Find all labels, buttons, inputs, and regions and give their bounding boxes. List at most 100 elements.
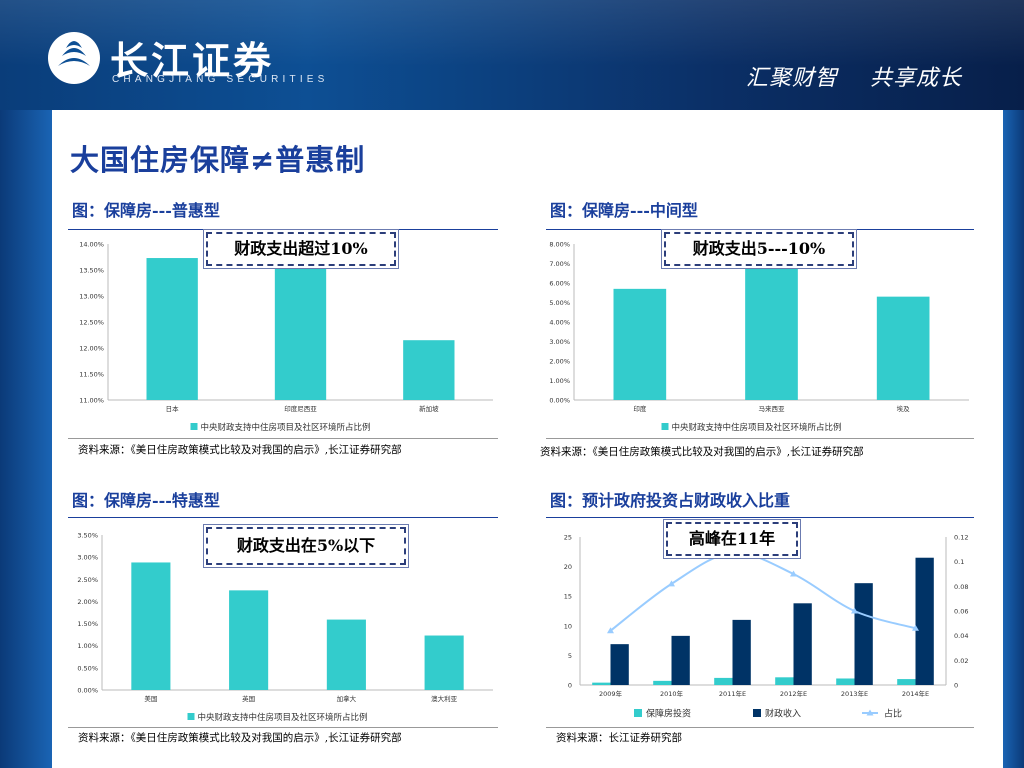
ratio-point [851, 607, 858, 614]
source-note: 资料来源：《美日住房政策模式比较及对我国的启示》,长江证券研究部 [78, 444, 402, 456]
source-note: 资料来源：《美日住房政策模式比较及对我国的启示》,长江证券研究部 [540, 446, 864, 458]
chart-intermediate: 8.00% 7.00% 6.00% 5.00% 4.00% 3.00% 2.00% 1.00%… [549, 241, 969, 433]
x-tick-label: 澳大利亚 [431, 694, 458, 703]
y2-tick-label: 0.04 [954, 632, 968, 640]
legend-label: 占比 [884, 708, 902, 720]
bar-investment [897, 679, 916, 685]
chart-universal: 14.00% 13.50% 13.00% 12.50% 12.00% 11.50% 11.0… [79, 241, 493, 433]
y2-tick-label: 0.08 [954, 583, 968, 591]
chart-bottom-rule [546, 727, 974, 728]
ratio-point [607, 627, 614, 634]
bar [326, 619, 366, 690]
x-tick-label: 美国 [144, 694, 157, 703]
x-tick-label: 2013年E [841, 689, 868, 698]
bar-revenue [915, 557, 934, 685]
panel-title: 图：保障房---普惠型 [72, 201, 220, 220]
callout-box: 财政支出在5%以下 [206, 527, 406, 565]
panel-title: 图：预计政府投资占财政收入比重 [550, 491, 791, 510]
bar-revenue [854, 583, 873, 685]
bar-investment [653, 680, 672, 685]
panel-rule [546, 229, 974, 230]
y-tick-label: 3.50% [77, 532, 98, 540]
y-tick-label: 13.00% [79, 293, 104, 301]
legend-swatch [190, 423, 198, 430]
y2-tick-label: 0.12 [954, 534, 968, 542]
y-tick-label: 1.00% [549, 377, 570, 385]
y-tick-label: 6.00% [549, 280, 570, 288]
bar [613, 288, 667, 400]
bar-revenue [732, 619, 751, 685]
bar [274, 266, 327, 400]
bar-revenue [793, 603, 812, 685]
y-tick-label: 14.00% [79, 241, 104, 249]
bar-investment [836, 678, 855, 685]
ratio-point [668, 580, 675, 587]
chart-special: 3.50% 3.00% 2.50% 2.00% 1.50% 1.00% 0.50% 0.00%… [77, 532, 493, 723]
legend-swatch [634, 709, 642, 717]
legend-swatch [753, 709, 761, 717]
bar-revenue [610, 644, 629, 685]
bar-investment [775, 677, 794, 685]
legend-label: 中央财政支持中住房项目及社区环境所占比例 [198, 712, 368, 723]
bar [424, 635, 464, 690]
callout-box: 财政支出超过10% [206, 232, 396, 266]
panel-title: 图：保障房---中间型 [550, 201, 698, 220]
bar [229, 590, 269, 690]
y-tick-label: 2.00% [77, 598, 98, 606]
y-tick-label: 0.50% [77, 664, 98, 672]
y-tick-label: 1.00% [77, 642, 98, 650]
bar [876, 296, 930, 400]
panel-rule [68, 229, 498, 230]
chart-bottom-rule [546, 438, 974, 439]
y-tick-label: 25 [564, 534, 572, 542]
y-tick-label: 11.50% [79, 371, 104, 379]
x-tick-label: 马来西亚 [759, 405, 786, 413]
y-tick-label: 1.50% [77, 620, 98, 628]
legend-marker [866, 709, 874, 716]
x-tick-label: 印度尼西亚 [284, 404, 317, 413]
y-tick-label: 10 [564, 622, 572, 630]
brand-name-cn: 长江证券 [110, 39, 275, 83]
bar-investment [714, 677, 733, 685]
page-title: 大国住房保障≠普惠制 [70, 143, 366, 177]
brand-name-en: CHANGJIANG SECURITIES [112, 74, 329, 85]
legend-label: 中央财政支持中住房项目及社区环境所占比例 [672, 422, 842, 433]
x-tick-label: 2011年E [719, 689, 746, 698]
y-tick-label: 0.00% [77, 687, 98, 695]
ratio-point [790, 570, 797, 577]
y-tick-label: 0 [568, 682, 572, 690]
x-tick-label: 2014年E [902, 689, 929, 698]
x-tick-label: 英国 [242, 694, 255, 703]
y2-tick-label: 0.06 [954, 608, 968, 616]
legend-label: 财政收入 [765, 708, 801, 720]
right-side-band [1003, 110, 1024, 768]
y-tick-label: 2.50% [77, 576, 98, 584]
legend-swatch [187, 713, 195, 720]
y-tick-label: 4.00% [549, 319, 570, 327]
x-tick-label: 新加坡 [419, 404, 439, 413]
y-tick-label: 8.00% [549, 241, 570, 249]
panel-title: 图：保障房---特惠型 [72, 491, 220, 510]
bar-revenue [671, 635, 690, 685]
y-tick-label: 12.50% [79, 319, 104, 327]
panel-rule [546, 517, 974, 518]
legend-label: 中央财政支持中住房项目及社区环境所占比例 [201, 422, 371, 433]
x-tick-label: 2012年E [780, 689, 807, 698]
source-note: 资料来源：长江证券研究部 [556, 732, 682, 744]
y-tick-label: 13.50% [79, 267, 104, 275]
y2-tick-label: 0.1 [954, 558, 964, 566]
legend-label: 保障房投资 [646, 708, 691, 720]
bar [146, 258, 198, 400]
x-tick-label: 2009年 [599, 689, 623, 698]
source-note: 资料来源：《美日住房政策模式比较及对我国的启示》,长江证券研究部 [78, 732, 402, 744]
panel-rule [68, 517, 498, 518]
y-tick-label: 0.00% [549, 397, 570, 405]
x-tick-label: 加拿大 [337, 694, 357, 703]
y-tick-label: 5.00% [549, 299, 570, 307]
x-tick-label: 2010年 [660, 689, 684, 698]
y-tick-label: 3.00% [549, 338, 570, 346]
y-tick-label: 7.00% [549, 260, 570, 268]
y-tick-label: 20 [564, 563, 572, 571]
x-tick-label: 印度 [633, 404, 647, 413]
ratio-point [912, 624, 919, 631]
